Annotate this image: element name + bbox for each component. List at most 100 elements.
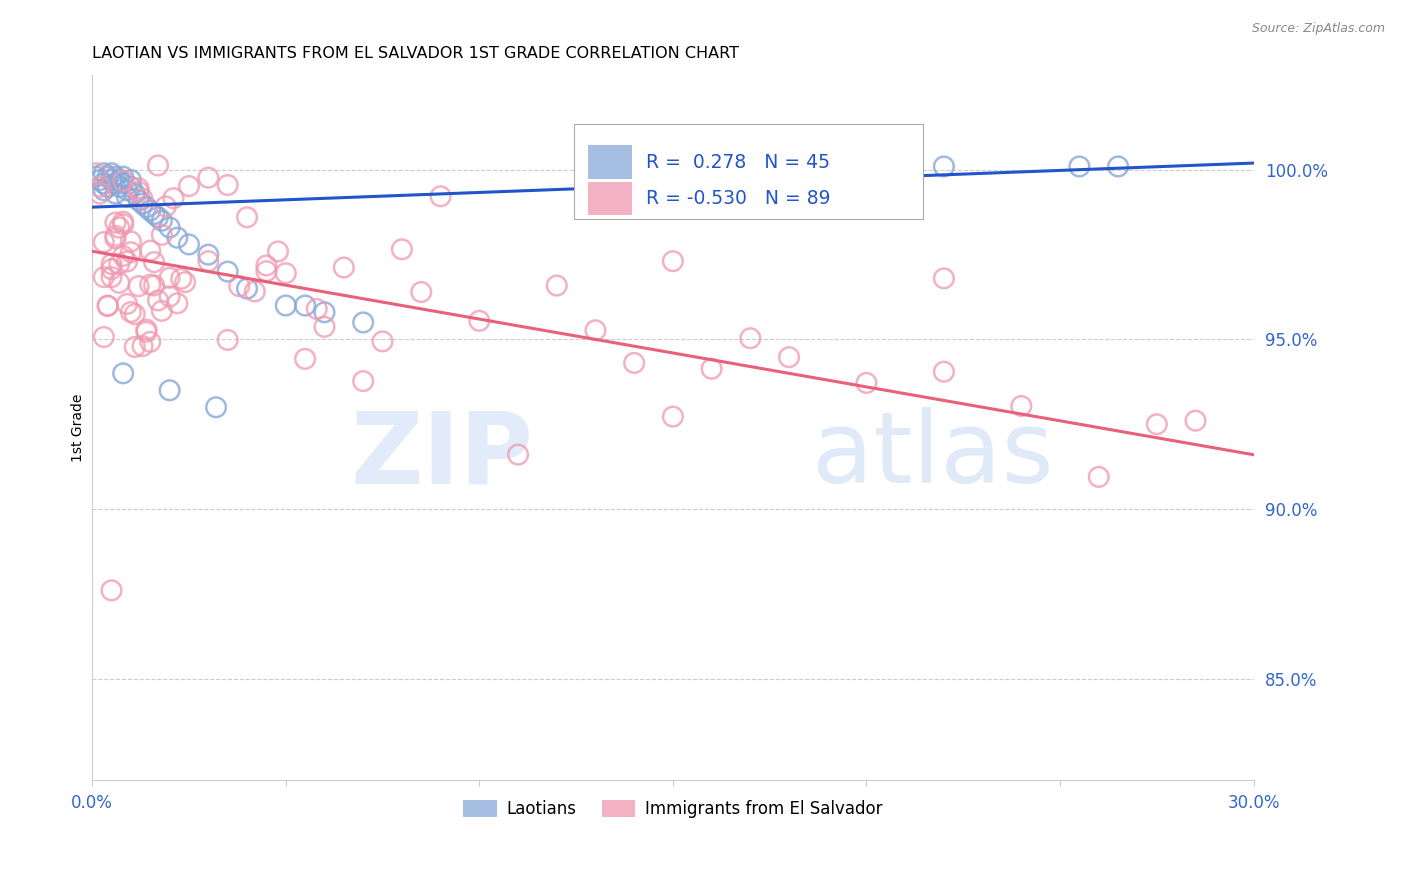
- Point: [112, 169, 135, 184]
- Point: [112, 177, 135, 191]
- Point: [93, 183, 115, 197]
- Point: [159, 270, 181, 285]
- Point: [115, 183, 138, 197]
- Point: [177, 237, 200, 252]
- Point: [197, 170, 219, 185]
- Point: [146, 293, 169, 308]
- Point: [93, 166, 115, 180]
- Point: [243, 285, 266, 299]
- Point: [120, 245, 142, 260]
- Point: [143, 255, 166, 269]
- Point: [217, 333, 239, 347]
- Point: [197, 247, 219, 261]
- Point: [159, 384, 181, 398]
- Point: [131, 192, 153, 206]
- Point: [108, 179, 131, 194]
- Point: [391, 242, 413, 256]
- Point: [159, 220, 181, 235]
- Point: [120, 305, 142, 319]
- Point: [124, 340, 146, 354]
- Point: [333, 260, 356, 275]
- Point: [108, 257, 131, 271]
- Point: [84, 166, 107, 180]
- Point: [217, 178, 239, 192]
- Point: [100, 257, 122, 271]
- Point: [93, 177, 115, 191]
- Point: [104, 231, 127, 245]
- Text: ZIP: ZIP: [350, 408, 533, 504]
- Point: [623, 356, 645, 370]
- Point: [139, 244, 162, 258]
- Point: [112, 249, 135, 263]
- Point: [150, 213, 173, 227]
- Point: [932, 271, 955, 285]
- Point: [217, 264, 239, 278]
- Point: [274, 298, 297, 312]
- Point: [932, 365, 955, 379]
- Point: [139, 203, 162, 218]
- Point: [112, 217, 135, 231]
- Point: [197, 254, 219, 268]
- Point: [740, 331, 762, 345]
- Point: [100, 262, 122, 277]
- Point: [93, 235, 115, 249]
- Point: [429, 189, 451, 203]
- Point: [120, 179, 142, 194]
- Point: [115, 297, 138, 311]
- Point: [139, 334, 162, 349]
- Point: [585, 323, 607, 337]
- Point: [112, 174, 135, 188]
- Point: [177, 179, 200, 194]
- Point: [97, 169, 120, 184]
- Point: [506, 448, 529, 462]
- Legend: Laotians, Immigrants from El Salvador: Laotians, Immigrants from El Salvador: [457, 793, 889, 825]
- Point: [932, 160, 955, 174]
- Point: [84, 169, 107, 184]
- Point: [254, 264, 277, 278]
- Point: [143, 278, 166, 293]
- Point: [100, 173, 122, 187]
- Point: [115, 254, 138, 268]
- Point: [128, 279, 150, 293]
- Point: [274, 266, 297, 280]
- Y-axis label: 1st Grade: 1st Grade: [72, 393, 86, 462]
- Point: [294, 351, 316, 366]
- Point: [115, 190, 138, 204]
- Point: [100, 270, 122, 285]
- Point: [146, 159, 169, 173]
- Point: [314, 319, 336, 334]
- Point: [166, 296, 188, 310]
- Point: [662, 409, 685, 424]
- Point: [155, 199, 177, 213]
- Point: [89, 173, 111, 187]
- Bar: [588, 182, 633, 216]
- Point: [1069, 160, 1091, 174]
- Point: [104, 228, 127, 243]
- Point: [700, 361, 723, 376]
- Point: [159, 289, 181, 303]
- FancyBboxPatch shape: [574, 124, 922, 219]
- Point: [352, 374, 374, 388]
- Point: [778, 350, 800, 364]
- Point: [124, 186, 146, 201]
- Point: [128, 185, 150, 199]
- Point: [170, 271, 193, 285]
- Point: [135, 322, 157, 336]
- Point: [100, 583, 122, 598]
- Point: [294, 298, 316, 312]
- Point: [104, 169, 127, 184]
- Point: [131, 339, 153, 353]
- Point: [120, 235, 142, 249]
- Point: [97, 179, 120, 194]
- Point: [150, 227, 173, 242]
- Point: [546, 278, 568, 293]
- Point: [143, 207, 166, 221]
- Point: [305, 301, 328, 316]
- Point: [97, 299, 120, 313]
- Point: [112, 215, 135, 229]
- Point: [236, 211, 259, 225]
- Point: [468, 314, 491, 328]
- Point: [120, 173, 142, 187]
- Point: [128, 194, 150, 208]
- Point: [124, 307, 146, 321]
